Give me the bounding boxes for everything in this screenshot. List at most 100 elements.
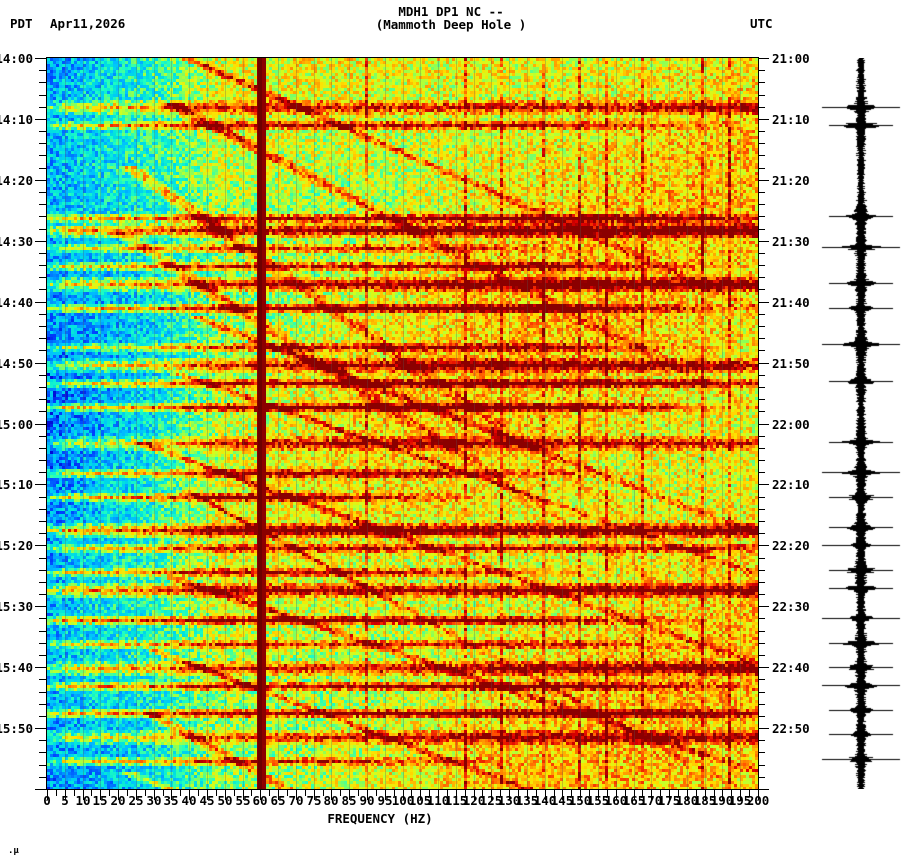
tick-left xyxy=(39,643,46,644)
frequency-tick-label: 125 xyxy=(479,793,503,808)
tick-frequency xyxy=(269,790,270,796)
tick-frequency xyxy=(571,790,572,796)
tick-left xyxy=(39,521,46,522)
tick-right xyxy=(758,253,765,254)
tick-right xyxy=(758,777,765,778)
frequency-tick-label: 15 xyxy=(92,793,108,808)
axis-top xyxy=(46,57,759,58)
tick-left xyxy=(39,387,46,388)
time-label-utc: 22:00 xyxy=(772,417,810,432)
tick-left xyxy=(39,131,46,132)
tick-right xyxy=(758,289,765,290)
tick-left xyxy=(39,192,46,193)
tick-left xyxy=(39,399,46,400)
tick-left xyxy=(39,70,46,71)
tick-left xyxy=(39,168,46,169)
frequency-tick-label: 145 xyxy=(550,793,574,808)
frequency-tick-label: 110 xyxy=(426,793,450,808)
tick-right xyxy=(758,363,769,364)
tick-left xyxy=(39,752,46,753)
tick-right xyxy=(758,119,769,120)
time-label-local: 14:50 xyxy=(0,356,33,371)
tick-left xyxy=(39,509,46,510)
tick-right xyxy=(758,655,765,656)
tick-frequency xyxy=(482,790,483,796)
tick-right xyxy=(758,180,769,181)
tick-frequency xyxy=(562,790,563,800)
tick-frequency xyxy=(474,790,475,800)
tick-left xyxy=(39,107,46,108)
tick-right xyxy=(758,107,765,108)
tick-frequency xyxy=(154,790,155,800)
tick-frequency xyxy=(634,790,635,800)
tick-frequency xyxy=(616,790,617,800)
tick-frequency xyxy=(65,790,66,800)
tick-left xyxy=(39,277,46,278)
tick-frequency xyxy=(642,790,643,796)
time-label-local: 15:30 xyxy=(0,599,33,614)
tick-frequency xyxy=(589,790,590,796)
tick-left xyxy=(39,326,46,327)
tick-left xyxy=(39,460,46,461)
tick-right xyxy=(758,692,765,693)
tick-right xyxy=(758,740,765,741)
tick-frequency xyxy=(749,790,750,796)
tick-right xyxy=(758,399,765,400)
tick-frequency xyxy=(127,790,128,796)
tick-left xyxy=(39,655,46,656)
tick-frequency xyxy=(305,790,306,796)
tick-left xyxy=(35,180,46,181)
tick-frequency xyxy=(429,790,430,796)
tick-left xyxy=(39,570,46,571)
time-label-local: 15:10 xyxy=(0,477,33,492)
frequency-tick-label: 90 xyxy=(359,793,375,808)
time-label-utc: 21:30 xyxy=(772,234,810,249)
tick-left xyxy=(39,497,46,498)
frequency-tick-label: 165 xyxy=(622,793,646,808)
frequency-tick-label: 5 xyxy=(61,793,69,808)
tick-right xyxy=(758,277,765,278)
tick-frequency xyxy=(287,790,288,796)
tick-frequency xyxy=(207,790,208,800)
frequency-tick-label: 10 xyxy=(75,793,91,808)
time-label-utc: 21:20 xyxy=(772,173,810,188)
tick-frequency xyxy=(447,790,448,796)
tick-frequency xyxy=(91,790,92,796)
tick-frequency xyxy=(118,790,119,800)
tick-frequency xyxy=(731,790,732,796)
tick-frequency xyxy=(669,790,670,800)
tick-right xyxy=(758,82,765,83)
corner-mark: .µ xyxy=(8,846,19,856)
tick-right xyxy=(758,765,765,766)
tick-frequency xyxy=(323,790,324,796)
tick-left xyxy=(39,155,46,156)
tick-frequency xyxy=(696,790,697,796)
tick-left xyxy=(39,143,46,144)
tick-left xyxy=(35,484,46,485)
time-label-local: 14:30 xyxy=(0,234,33,249)
tick-left xyxy=(35,424,46,425)
tick-frequency xyxy=(234,790,235,796)
time-label-local: 14:00 xyxy=(0,51,33,66)
tick-frequency xyxy=(331,790,332,800)
time-label-local: 14:10 xyxy=(0,112,33,127)
frequency-tick-label: 200 xyxy=(746,793,770,808)
time-label-local: 15:50 xyxy=(0,721,33,736)
frequency-tick-label: 75 xyxy=(306,793,322,808)
time-label-utc: 22:40 xyxy=(772,660,810,675)
time-label-utc: 21:10 xyxy=(772,112,810,127)
tick-right xyxy=(758,472,765,473)
frequency-tick-label: 150 xyxy=(568,793,592,808)
frequency-tick-label: 175 xyxy=(657,793,681,808)
frequency-tick-label: 160 xyxy=(604,793,628,808)
tick-frequency xyxy=(180,790,181,796)
tick-frequency xyxy=(278,790,279,800)
tick-right xyxy=(758,350,765,351)
tick-right xyxy=(758,411,765,412)
tick-frequency xyxy=(225,790,226,800)
tick-frequency xyxy=(687,790,688,800)
tick-right xyxy=(758,192,765,193)
tick-frequency xyxy=(136,790,137,800)
frequency-tick-label: 105 xyxy=(408,793,432,808)
tick-left xyxy=(39,204,46,205)
